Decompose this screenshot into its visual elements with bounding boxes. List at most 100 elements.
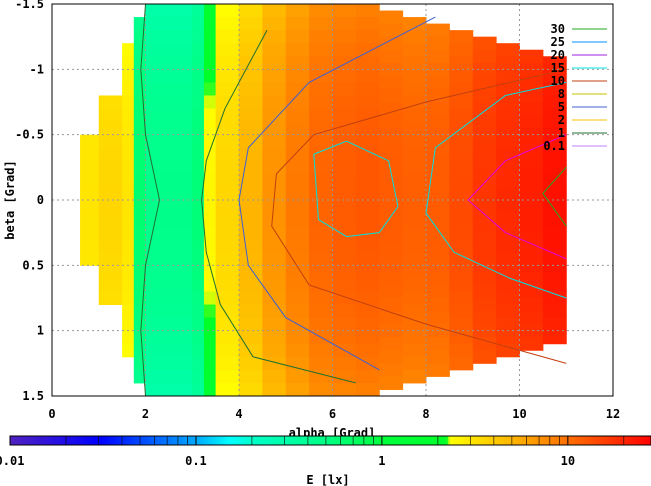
colorbar-segment (86, 436, 89, 445)
heatmap-cell (98, 213, 123, 227)
heatmap-cell (379, 232, 404, 247)
heatmap-cell (285, 252, 310, 266)
heatmap-cell (122, 147, 135, 162)
heatmap-cell (262, 226, 287, 240)
heatmap-cell (262, 239, 287, 253)
heatmap-cell (309, 173, 333, 188)
heatmap-cell (379, 141, 404, 155)
contour-line-1 (140, 3, 161, 397)
colorbar-segment (110, 436, 113, 445)
heatmap-cell (192, 108, 205, 123)
heatmap-cell (239, 356, 263, 371)
heatmap-cell (168, 304, 193, 319)
colorbar-segment (590, 436, 593, 445)
heatmap-cell (203, 30, 217, 44)
heatmap-cell (472, 284, 497, 299)
colorbar-segment (78, 436, 81, 445)
colorbar-segment (336, 436, 339, 445)
x-tick-labels: 0 2 4 6 8 10 12 (48, 407, 620, 421)
heatmap-cell (542, 278, 567, 292)
heatmap-cell (472, 232, 497, 247)
heatmap-cell (145, 252, 170, 266)
heatmap-cell (239, 382, 263, 397)
heatmap-cell (133, 82, 146, 96)
legend-label: 20 (551, 48, 565, 62)
heatmap-cell (519, 284, 544, 299)
colorbar-segment (168, 436, 171, 445)
colorbar-segment (154, 436, 157, 445)
colorbar-segment (114, 436, 117, 445)
heatmap-cell (122, 108, 135, 123)
heatmap-cell (402, 147, 427, 162)
colorbar-segment (456, 436, 459, 445)
heatmap-cell (168, 108, 193, 123)
colorbar-segment (268, 436, 271, 445)
heatmap-cell (309, 252, 333, 266)
heatmap-cell (402, 43, 427, 57)
heatmap-cell (309, 265, 333, 279)
colorbar-segment (540, 436, 543, 445)
heatmap-cell (239, 108, 263, 123)
heatmap-cell (98, 239, 123, 253)
heatmap-cell (402, 173, 427, 188)
legend-label: 5 (558, 100, 565, 114)
colorbar-segment (152, 436, 155, 445)
heatmap-cell (542, 330, 567, 345)
heatmap-cell (122, 213, 135, 227)
colorbar-segment (240, 436, 243, 445)
heatmap-cell (332, 369, 357, 384)
colorbar-segment (450, 436, 453, 445)
colorbar-segment (420, 436, 423, 445)
heatmap-cell (496, 95, 520, 110)
heatmap-cell (192, 317, 205, 332)
colorbar-segment (292, 436, 295, 445)
heatmap-cell (496, 252, 520, 266)
heatmap-cell (449, 265, 474, 279)
colorbar-segment (290, 436, 293, 445)
heatmap-cell (449, 160, 474, 175)
colorbar-segment (84, 436, 87, 445)
colorbar-segment (572, 436, 575, 445)
heatmap-cell (133, 121, 146, 136)
heatmap-cell (98, 173, 123, 188)
colorbar-segment (70, 436, 73, 445)
heatmap-cell (215, 147, 240, 162)
heatmap-cell (192, 30, 205, 44)
heatmap-cell (215, 343, 240, 358)
heatmap-cell (496, 108, 520, 123)
heatmap-cell (542, 95, 567, 110)
heatmap-cell (472, 75, 497, 90)
heatmap-cell (145, 356, 170, 371)
heatmap-cell (426, 232, 450, 247)
colorbar-tick-label: 1 (378, 454, 385, 468)
colorbar-segment (446, 436, 449, 445)
colorbar-segment (390, 436, 393, 445)
heatmap-cell (122, 239, 135, 253)
heatmap-cell (203, 317, 217, 332)
heatmap-cell (122, 95, 135, 110)
heatmap-cell (262, 304, 287, 319)
heatmap-cell (203, 69, 217, 83)
heatmap-cell (355, 317, 380, 332)
heatmap-cell (542, 108, 567, 123)
heatmap-cell (402, 226, 427, 240)
legend-label: 2 (558, 113, 565, 127)
heatmap-cell (203, 173, 217, 188)
heatmap-cell (449, 330, 474, 345)
colorbar-segment (50, 436, 53, 445)
heatmap-cell (262, 317, 287, 332)
heatmap-cell (332, 173, 357, 188)
colorbar-segment (136, 436, 139, 445)
heatmap-cell (449, 173, 474, 188)
heatmap-cell (133, 369, 146, 384)
heatmap-cell (402, 121, 427, 136)
colorbar-segment (398, 436, 401, 445)
heatmap-cell (145, 226, 170, 240)
heatmap-cell (402, 369, 427, 384)
heatmap-cell (122, 343, 135, 358)
colorbar-segment (298, 436, 301, 445)
heatmap-cell (192, 200, 205, 214)
legend-label: 8 (558, 87, 565, 101)
heatmap-cell (215, 304, 240, 319)
colorbar-segment (338, 436, 341, 445)
